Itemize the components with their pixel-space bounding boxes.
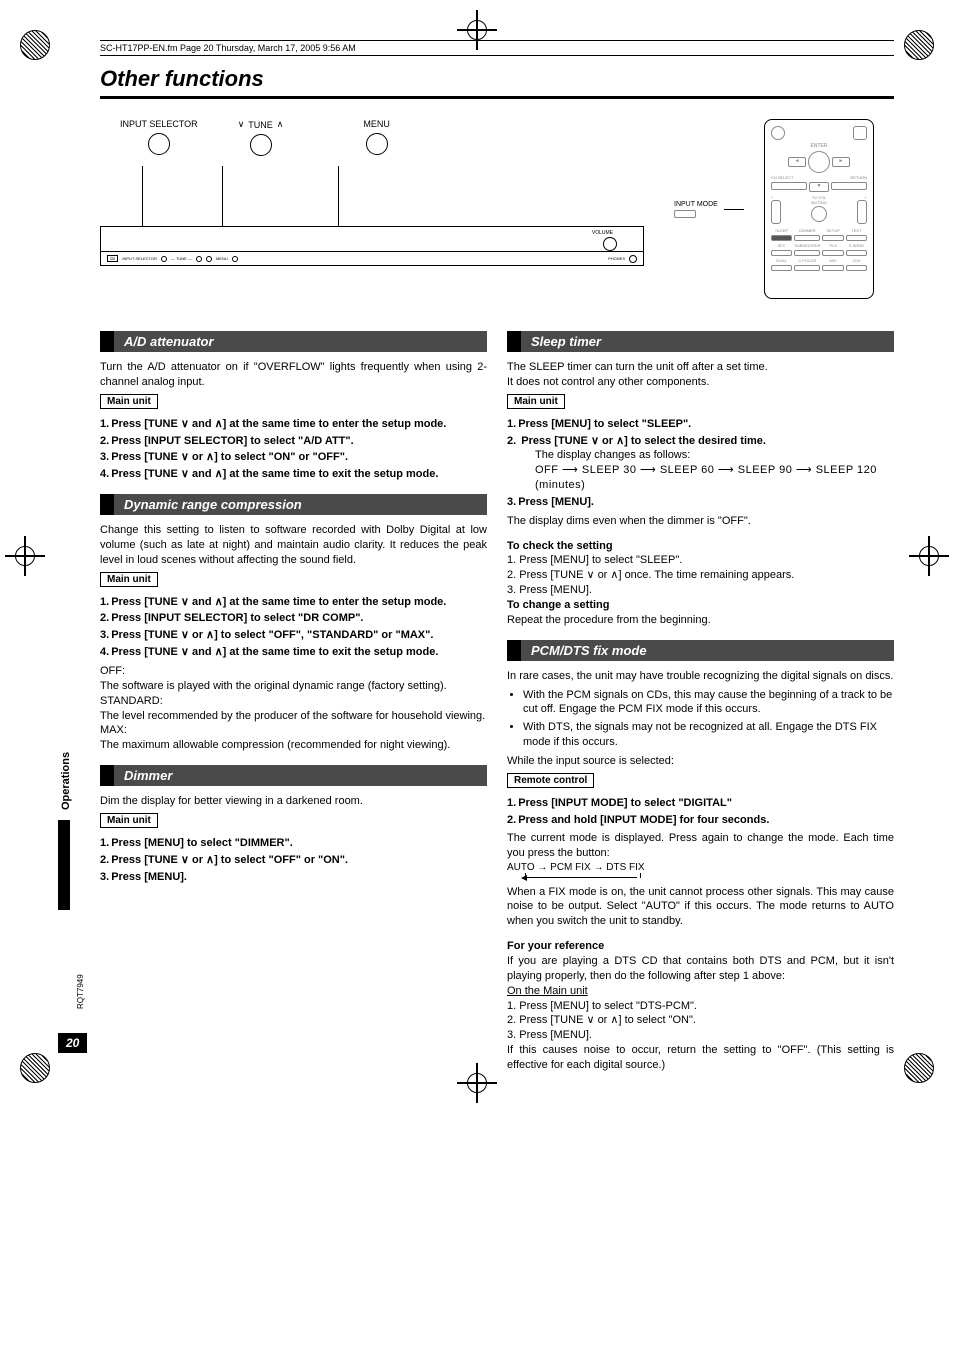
remote-icon: ENTER ◄ ► CH SELECTRETURN ▼	[764, 119, 874, 299]
label-input-selector: INPUT SELECTOR	[120, 119, 198, 129]
doc-code: RQT7949	[76, 974, 85, 1009]
knob-icon	[148, 133, 170, 155]
remote-control-box: Remote control	[507, 773, 594, 788]
off-heading: OFF:	[100, 664, 487, 679]
ref-heading: For your reference	[507, 939, 894, 954]
step: Press [TUNE ∨ or ∧] to select the desire…	[507, 434, 894, 493]
step: Press [MENU] to select "SLEEP".	[507, 417, 894, 432]
section-sleep: Sleep timer	[507, 331, 894, 352]
step: Press [TUNE ∨ and ∧] at the same time to…	[100, 417, 487, 432]
step: Press [MENU].	[100, 870, 487, 885]
step: Press [MENU] to select "DIMMER".	[100, 836, 487, 851]
section-dimmer: Dimmer	[100, 765, 487, 786]
pcm-after1: The current mode is displayed. Press aga…	[507, 831, 894, 861]
left-column: A/D attenuator Turn the A/D attenuator o…	[100, 319, 487, 1073]
section-drc: Dynamic range compression	[100, 494, 487, 515]
max-heading: MAX:	[100, 723, 487, 738]
bullet: With the PCM signals on CDs, this may ca…	[523, 688, 894, 718]
check-step: 3. Press [MENU].	[507, 583, 894, 598]
check-heading: To check the setting	[507, 539, 894, 554]
ad-steps: Press [TUNE ∨ and ∧] at the same time to…	[100, 417, 487, 482]
ref-step: 2. Press [TUNE ∨ or ∧] to select "ON".	[507, 1013, 894, 1028]
main-unit-box: Main unit	[507, 394, 565, 409]
side-black-tab	[58, 820, 70, 910]
step: Press [TUNE ∨ and ∧] at the same time to…	[100, 595, 487, 610]
step: Press [TUNE ∨ and ∧] at the same time to…	[100, 467, 487, 482]
sleep-intro2: It does not control any other components…	[507, 375, 894, 390]
diagram-row: INPUT SELECTOR ∨TUNE∧ MENU VOLUME	[100, 119, 874, 299]
reg-mark-bl	[20, 1053, 50, 1083]
std-text: The level recommended by the producer of…	[100, 709, 487, 724]
change-heading: To change a setting	[507, 598, 894, 613]
step: Press [MENU].	[507, 495, 894, 510]
reg-mark-mr	[909, 536, 949, 576]
label-tune: ∨TUNE∧	[238, 119, 284, 130]
step: Press and hold [INPUT MODE] for four sec…	[507, 813, 894, 828]
step: Press [INPUT MODE] to select "DIGITAL"	[507, 796, 894, 811]
reg-mark-tc	[457, 10, 497, 50]
reg-mark-bc	[457, 1063, 497, 1103]
sleep-after: The display dims even when the dimmer is…	[507, 514, 894, 529]
ad-intro: Turn the A/D attenuator on if "OVERFLOW"…	[100, 360, 487, 390]
main-unit-diagram: INPUT SELECTOR ∨TUNE∧ MENU VOLUME	[100, 119, 644, 266]
volume-knob-icon	[603, 237, 617, 251]
reg-mark-tr	[904, 30, 934, 60]
check-step: 1. Press [MENU] to select "SLEEP".	[507, 553, 894, 568]
page-number: 20	[58, 1033, 87, 1053]
step: Press [TUNE ∨ or ∧] to select "OFF" or "…	[100, 853, 487, 868]
main-unit-box: Main unit	[100, 813, 158, 828]
step-sub: The display changes as follows:	[521, 448, 894, 463]
bullet: With DTS, the signals may not be recogni…	[523, 720, 894, 750]
ref-step: 1. Press [MENU] to select "DTS-PCM".	[507, 999, 894, 1014]
main-unit-icon: VOLUME ⏻/I INPUT SELECTOR — TUNE — MENU …	[100, 226, 644, 266]
reg-mark-ml	[5, 536, 45, 576]
main-unit-box: Main unit	[100, 394, 158, 409]
dimmer-intro: Dim the display for better viewing in a …	[100, 794, 487, 809]
remote-diagram: INPUT MODE ENTER ◄ ►	[674, 119, 874, 299]
knob-icon	[250, 134, 272, 156]
max-text: The maximum allowable compression (recom…	[100, 738, 487, 753]
pcm-intro: In rare cases, the unit may have trouble…	[507, 669, 894, 684]
std-heading: STANDARD:	[100, 694, 487, 709]
step: Press [TUNE ∨ or ∧] to select "OFF", "ST…	[100, 628, 487, 643]
step-sub: OFF ⟶ SLEEP 30 ⟶ SLEEP 60 ⟶ SLEEP 90 ⟶ S…	[521, 463, 894, 493]
main-unit-box: Main unit	[100, 572, 158, 587]
sleep-intro1: The SLEEP timer can turn the unit off af…	[507, 360, 894, 375]
step: Press [INPUT SELECTOR] to select "DR COM…	[100, 611, 487, 626]
off-text: The software is played with the original…	[100, 679, 487, 694]
label-input-mode: INPUT MODE	[674, 201, 718, 208]
step: Press [TUNE ∨ and ∧] at the same time to…	[100, 645, 487, 660]
check-step: 2. Press [TUNE ∨ or ∧] once. The time re…	[507, 568, 894, 583]
section-pcm: PCM/DTS fix mode	[507, 640, 894, 661]
section-ad-attenuator: A/D attenuator	[100, 331, 487, 352]
step: Press [INPUT SELECTOR] to select "A/D AT…	[100, 434, 487, 449]
pcm-after3: When a FIX mode is on, the unit cannot p…	[507, 885, 894, 930]
pcm-sequence: AUTO → PCM FIX → DTS FIX	[507, 861, 894, 875]
pcm-steps: Press [INPUT MODE] to select "DIGITAL" P…	[507, 796, 894, 828]
ref-step: 3. Press [MENU].	[507, 1028, 894, 1043]
dimmer-steps: Press [MENU] to select "DIMMER". Press […	[100, 836, 487, 885]
label-menu: MENU	[363, 119, 390, 129]
drc-intro: Change this setting to listen to softwar…	[100, 523, 487, 568]
ref-text: If you are playing a DTS CD that contain…	[507, 954, 894, 984]
pcm-bullets: With the PCM signals on CDs, this may ca…	[507, 688, 894, 750]
right-column: Sleep timer The SLEEP timer can turn the…	[507, 319, 894, 1073]
ref-end: If this causes noise to occur, return th…	[507, 1043, 894, 1073]
drc-steps: Press [TUNE ∨ and ∧] at the same time to…	[100, 595, 487, 660]
step: Press [TUNE ∨ or ∧] to select "ON" or "O…	[100, 450, 487, 465]
side-tab-operations: Operations	[60, 752, 72, 810]
page-title: Other functions	[100, 66, 894, 99]
pcm-while: While the input source is selected:	[507, 754, 894, 769]
reg-mark-br	[904, 1053, 934, 1083]
sleep-steps: Press [MENU] to select "SLEEP". Press [T…	[507, 417, 894, 510]
file-header: SC-HT17PP-EN.fm Page 20 Thursday, March …	[100, 40, 894, 56]
ref-main-unit: On the Main unit	[507, 984, 894, 999]
cycle-arrow-icon	[521, 875, 641, 881]
reg-mark-tl	[20, 30, 50, 60]
volume-label: VOLUME	[592, 230, 613, 236]
knob-icon	[366, 133, 388, 155]
change-text: Repeat the procedure from the beginning.	[507, 613, 894, 628]
